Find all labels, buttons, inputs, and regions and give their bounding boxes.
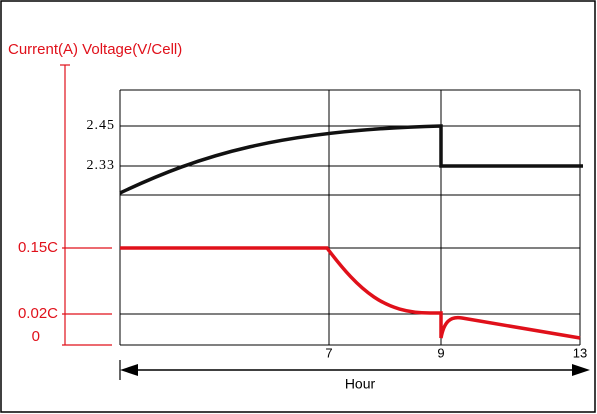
hour-arrow [119, 360, 590, 380]
voltage-tick-label: 2.45 [87, 118, 116, 133]
voltage-curve [119, 124, 583, 195]
current-tick-label: 0 [32, 328, 40, 345]
current-axis [60, 64, 112, 346]
current-tick-label: 0.02C [18, 305, 58, 322]
x-axis-label: Hour [345, 376, 376, 392]
current-curve [120, 246, 581, 340]
hour-tick-label: 9 [437, 345, 444, 360]
voltage-tick-label: 2.33 [87, 158, 116, 173]
hour-tick-label: 13 [573, 345, 587, 360]
current-tick-label: 0.15C [18, 239, 58, 256]
title: Current(A) Voltage(V/Cell) [8, 41, 182, 58]
plot-grid [119, 89, 581, 346]
hour-tick-label: 7 [325, 345, 332, 360]
